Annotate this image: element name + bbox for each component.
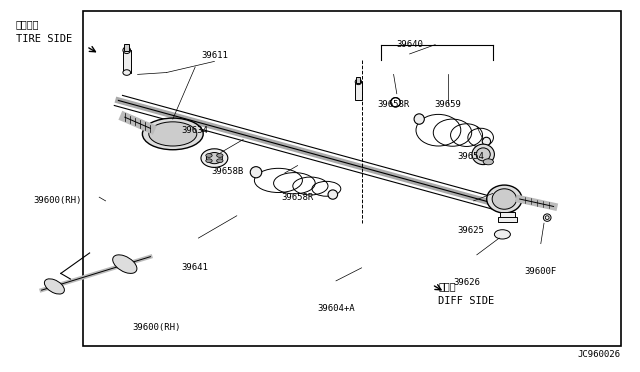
Bar <box>356 77 360 83</box>
Ellipse shape <box>113 255 137 273</box>
Bar <box>124 44 129 51</box>
Ellipse shape <box>149 122 197 146</box>
Text: JC960026: JC960026 <box>578 350 621 359</box>
Text: タイヤ側: タイヤ側 <box>16 19 40 29</box>
Text: 39654: 39654 <box>457 152 484 161</box>
Ellipse shape <box>328 190 338 199</box>
Text: 39658R: 39658R <box>378 100 410 109</box>
Circle shape <box>483 159 493 165</box>
Text: DIFF SIDE: DIFF SIDE <box>438 296 495 306</box>
Text: TIRE SIDE: TIRE SIDE <box>16 34 72 44</box>
Ellipse shape <box>492 189 516 209</box>
Text: 39604+A: 39604+A <box>317 304 355 313</box>
Text: 39634: 39634 <box>182 126 209 135</box>
Bar <box>123 50 131 73</box>
Text: 39625: 39625 <box>457 226 484 235</box>
Ellipse shape <box>543 214 551 221</box>
Text: 39626: 39626 <box>454 278 481 287</box>
Ellipse shape <box>44 279 65 294</box>
Circle shape <box>216 154 223 157</box>
Text: 39641: 39641 <box>182 263 209 272</box>
Ellipse shape <box>483 137 491 145</box>
Ellipse shape <box>206 153 223 164</box>
Ellipse shape <box>123 47 131 54</box>
Bar <box>500 212 515 219</box>
Ellipse shape <box>250 167 262 178</box>
Text: 39658B: 39658B <box>211 167 243 176</box>
Circle shape <box>206 159 212 163</box>
Text: 39611: 39611 <box>201 51 228 60</box>
Ellipse shape <box>414 114 424 124</box>
Text: 39658R: 39658R <box>282 193 314 202</box>
Ellipse shape <box>143 118 204 150</box>
Bar <box>355 82 362 100</box>
Ellipse shape <box>476 148 490 161</box>
Circle shape <box>216 159 223 163</box>
Text: 39600F: 39600F <box>525 267 557 276</box>
Ellipse shape <box>355 79 362 85</box>
Ellipse shape <box>495 230 511 239</box>
Ellipse shape <box>123 70 131 75</box>
Circle shape <box>206 154 212 157</box>
Text: デフ側: デフ側 <box>438 282 456 291</box>
Ellipse shape <box>201 149 228 167</box>
Text: 39640: 39640 <box>396 40 423 49</box>
Text: 39600(RH): 39600(RH) <box>33 196 82 205</box>
Text: 39600(RH): 39600(RH) <box>132 323 181 332</box>
Bar <box>498 217 517 222</box>
Ellipse shape <box>472 144 494 165</box>
Ellipse shape <box>487 185 522 213</box>
Text: 39659: 39659 <box>435 100 461 109</box>
